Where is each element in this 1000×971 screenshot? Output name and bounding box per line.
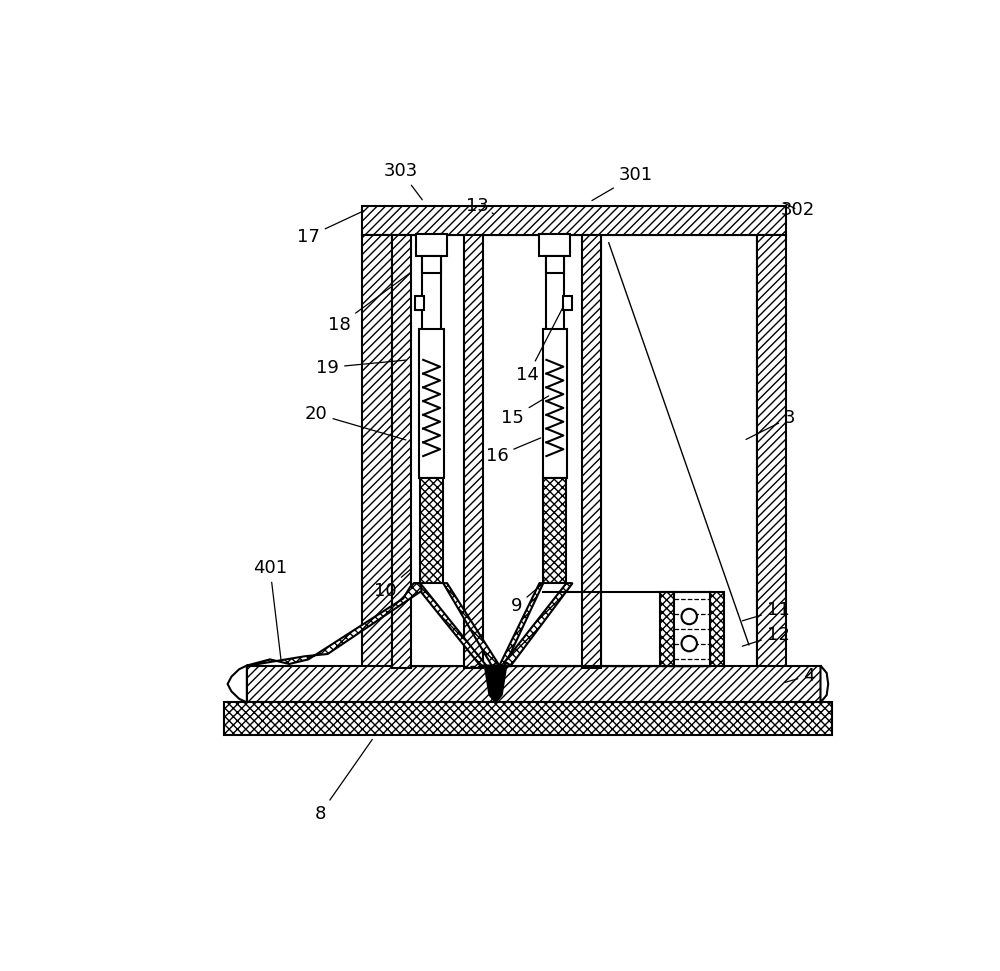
Bar bbox=[224, 702, 832, 735]
Bar bbox=[392, 235, 757, 668]
Text: 20: 20 bbox=[305, 405, 406, 440]
Bar bbox=[543, 329, 567, 478]
Polygon shape bbox=[757, 235, 786, 668]
Text: 11: 11 bbox=[742, 601, 790, 620]
Text: 301: 301 bbox=[592, 166, 653, 201]
Bar bbox=[539, 234, 570, 256]
Bar bbox=[420, 478, 443, 584]
Text: 15: 15 bbox=[501, 396, 549, 426]
Bar bbox=[415, 296, 424, 310]
Polygon shape bbox=[443, 584, 499, 665]
Polygon shape bbox=[499, 584, 543, 665]
Polygon shape bbox=[392, 235, 411, 668]
Polygon shape bbox=[362, 235, 392, 668]
Bar bbox=[422, 256, 441, 273]
Polygon shape bbox=[582, 235, 601, 668]
Text: 19: 19 bbox=[316, 358, 406, 377]
Polygon shape bbox=[414, 584, 486, 665]
Text: 401: 401 bbox=[253, 558, 287, 661]
Polygon shape bbox=[247, 584, 422, 665]
Text: 9: 9 bbox=[511, 585, 541, 616]
Polygon shape bbox=[228, 665, 247, 702]
Text: 3: 3 bbox=[746, 409, 795, 440]
Polygon shape bbox=[464, 235, 483, 668]
Polygon shape bbox=[247, 665, 820, 702]
Bar bbox=[419, 329, 444, 478]
Bar bbox=[674, 592, 710, 665]
Bar bbox=[563, 296, 572, 310]
Polygon shape bbox=[485, 665, 506, 702]
Text: 16: 16 bbox=[486, 438, 541, 465]
Text: 8: 8 bbox=[314, 740, 372, 823]
Text: 303: 303 bbox=[384, 162, 422, 200]
Bar bbox=[546, 256, 564, 273]
Text: 12: 12 bbox=[742, 625, 790, 647]
Polygon shape bbox=[505, 584, 573, 665]
Text: 4: 4 bbox=[785, 666, 815, 685]
Text: 302: 302 bbox=[780, 201, 815, 218]
Text: 18: 18 bbox=[328, 273, 410, 334]
Bar bbox=[416, 234, 447, 256]
Text: 10: 10 bbox=[374, 570, 410, 600]
Text: 13: 13 bbox=[466, 197, 493, 215]
Circle shape bbox=[682, 636, 697, 652]
Text: 17: 17 bbox=[297, 211, 364, 246]
Polygon shape bbox=[362, 206, 786, 235]
Bar bbox=[543, 478, 566, 584]
Text: 14: 14 bbox=[516, 306, 564, 385]
Polygon shape bbox=[820, 665, 828, 702]
Bar bbox=[710, 592, 724, 665]
Circle shape bbox=[682, 609, 697, 624]
Bar bbox=[660, 592, 674, 665]
Bar bbox=[601, 235, 757, 668]
